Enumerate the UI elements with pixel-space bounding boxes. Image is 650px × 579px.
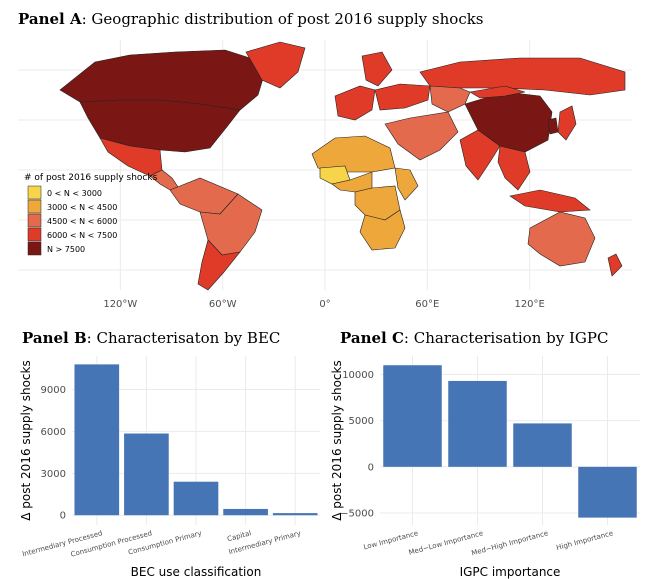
map-x-tick-label: 120°E [514,299,544,310]
legend-swatch [27,185,42,200]
map-region [509,189,591,213]
igpc-bar [383,365,442,467]
bec-bar [272,513,318,516]
map-region [374,83,431,111]
bec-y-tick-label: 0 [60,511,66,522]
panel-c-title: Panel C: Characterisation by IGPC [340,329,608,347]
bec-x-tick-label: Capital [226,529,252,543]
bec-x-tick-label: Intermediary Processed [21,529,103,558]
map-region [384,111,459,161]
legend-label: 6000 < N < 7500 [47,231,117,240]
igpc-y-axis-title: Δ post 2016 supply shocks [330,360,344,520]
map-x-tick-label: 60°E [415,299,439,310]
legend-title: # of post 2016 supply shocks [24,173,158,183]
igpc-y-tick-label: 5000 [349,416,374,427]
igpc-x-axis-title: IGPC importance [460,565,561,579]
panel-a-tag: Panel A [18,10,82,28]
map-region [557,105,577,141]
igpc-x-tick-label: High Importance [556,529,615,552]
map-region [429,85,471,113]
map-region [197,239,241,291]
map-region [607,253,623,277]
panel-b-title: Panel B: Characterisaton by BEC [22,329,280,347]
bec-bar [223,508,268,516]
map-region [394,167,419,201]
map-region [527,211,596,267]
map-region [245,41,306,89]
map-x-tick-label: 120°W [103,299,137,310]
legend-label: 3000 < N < 4500 [47,203,117,212]
igpc-y-tick-label: 0 [368,462,374,473]
bec-bar [74,364,120,516]
legend-swatch [27,227,42,242]
legend-swatch [27,213,42,228]
bec-y-tick-label: 6000 [41,427,66,438]
map-region [469,85,526,99]
legend-swatch [27,241,42,256]
panel-b-tag: Panel B [22,329,87,347]
panel-c-title-text: : Characterisation by IGPC [403,329,609,347]
map-region [311,135,396,173]
igpc-y-tick-label: 10000 [342,370,374,381]
legend-label: N > 7500 [47,245,85,254]
panel-a-title: Panel A: Geographic distribution of post… [18,10,484,28]
igpc-y-tick-label: −5000 [340,508,374,519]
panel-b-title-text: : Characterisaton by BEC [86,329,281,347]
bec-y-tick-label: 3000 [41,469,66,480]
map-region [547,117,559,135]
legend-label: 4500 < N < 6000 [47,217,117,226]
map-region [459,129,501,181]
map-region [361,51,393,87]
map-x-tick-label: 0° [319,299,330,310]
igpc-bar [578,466,637,518]
bec-x-axis-title: BEC use classification [131,565,262,579]
legend-label: 0 < N < 3000 [47,189,102,198]
bec-y-axis-title: Δ post 2016 supply shocks [19,360,33,520]
bec-bar [124,433,169,516]
legend-swatch [27,199,42,214]
panel-a-title-text: : Geographic distribution of post 2016 s… [81,10,484,28]
map-region [497,145,531,191]
bec-y-tick-label: 9000 [41,385,66,396]
igpc-bar [448,380,507,467]
map-region [334,85,376,121]
igpc-bar [513,423,572,467]
map-x-tick-label: 60°W [209,299,237,310]
world-map: 120°W 60°W 0° 60°E 120°E # of post 2016 suppl… [18,40,632,310]
bec-bar [173,481,219,516]
panel-c-tag: Panel C [340,329,404,347]
map-region [359,209,406,251]
